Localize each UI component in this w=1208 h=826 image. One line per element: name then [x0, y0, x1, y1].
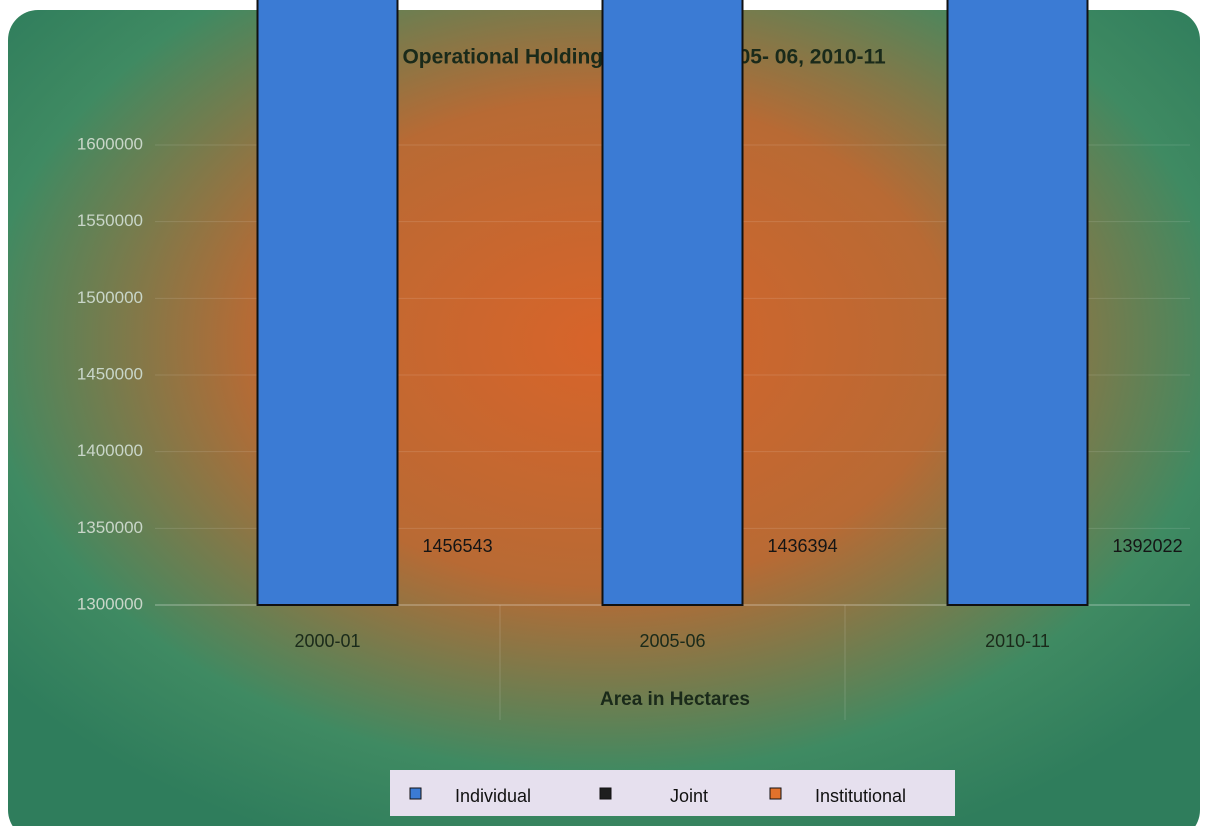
y-tick-label: 1300000 [77, 594, 143, 613]
x-tick-label: 2010-11 [985, 631, 1050, 651]
y-tick-label: 1500000 [77, 288, 143, 307]
legend-swatch [409, 787, 422, 800]
bar-segment [256, 0, 399, 606]
y-tick-label: 1450000 [77, 364, 143, 383]
bar-segment [946, 0, 1089, 607]
x-tick-label: 2000-01 [294, 631, 360, 651]
legend-label: Joint [670, 786, 708, 806]
data-label: 1456543 [423, 536, 493, 556]
y-tick-label: 1350000 [77, 518, 143, 537]
legend [390, 770, 955, 816]
legend-label: Institutional [815, 786, 906, 806]
y-tick-label: 1600000 [77, 134, 143, 153]
data-label: 1436394 [768, 536, 838, 556]
y-tick-label: 1550000 [77, 211, 143, 230]
legend-swatch [599, 787, 612, 800]
bar-segment [601, 0, 744, 606]
legend-label: Individual [455, 786, 531, 806]
data-label: 1392022 [1113, 536, 1183, 556]
y-tick-label: 1400000 [77, 441, 143, 460]
legend-swatch [769, 787, 782, 800]
x-tick-label: 2005-06 [639, 631, 705, 651]
x-axis-label: Area in Hectares [600, 689, 750, 710]
